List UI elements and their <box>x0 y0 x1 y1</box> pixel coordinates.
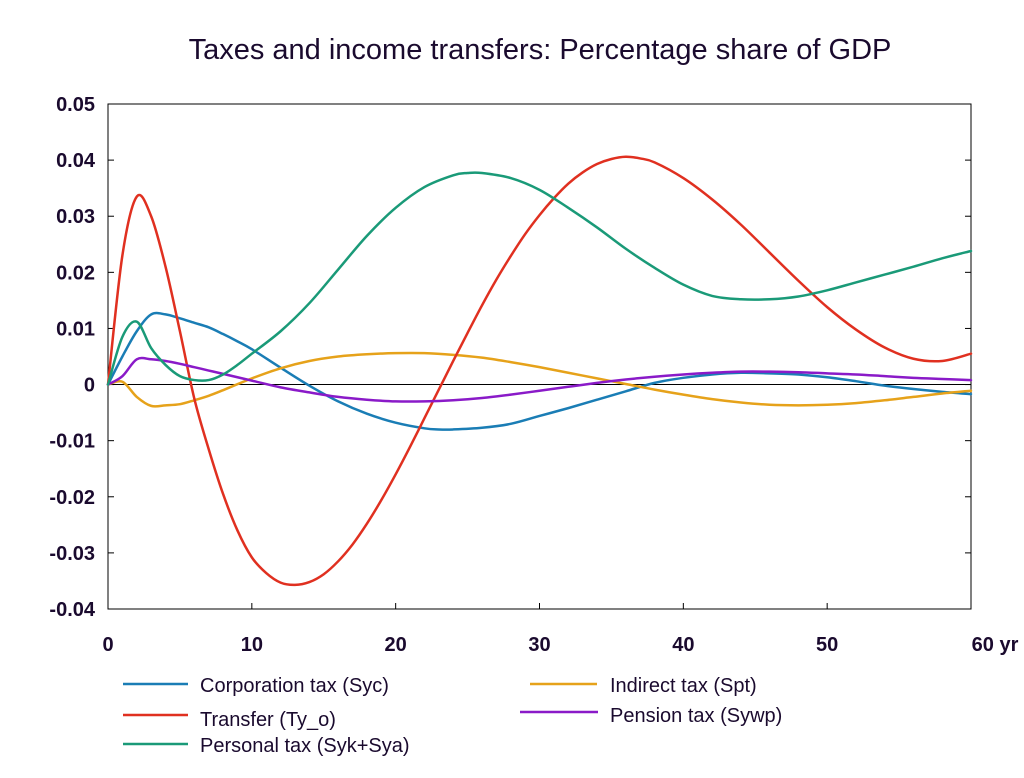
y-tick-label: -0.04 <box>49 599 95 621</box>
y-tick-label: -0.02 <box>49 487 95 509</box>
y-tick-label: -0.03 <box>49 543 95 565</box>
x-tick-label: 50 <box>816 634 838 656</box>
x-tick-label: 0 <box>102 634 113 656</box>
legend-label: Pension tax (Sywp) <box>610 705 782 727</box>
x-tick-label: 40 <box>672 634 694 656</box>
y-tick-label: 0.03 <box>56 206 95 228</box>
series-line-indirect-tax-spt <box>106 351 973 408</box>
x-tick-label: 30 <box>528 634 550 656</box>
series-line-personal-tax-syk-sya <box>106 171 973 386</box>
legend-label: Corporation tax (Syc) <box>200 675 389 697</box>
series-line-pension-tax-sywp <box>106 356 973 403</box>
x-tick-label: 60 yr <box>972 634 1019 656</box>
y-tick-label: 0.04 <box>56 150 96 172</box>
legend-label: Personal tax (Syk+Sya) <box>200 735 410 757</box>
x-tick-label: 20 <box>385 634 407 656</box>
series-layer <box>106 155 973 587</box>
series-line-corporation-tax-syc <box>106 311 973 431</box>
legend-label: Indirect tax (Spt) <box>610 675 757 697</box>
legend: Corporation tax (Syc) Indirect tax (Spt) T… <box>123 675 782 757</box>
y-tick-label: 0.01 <box>56 318 95 340</box>
chart-title: Taxes and income transfers: Percentage s… <box>188 34 892 66</box>
y-tick-label: 0.05 <box>56 94 95 116</box>
y-tick-label: 0 <box>84 375 95 397</box>
legend-label: Transfer (Ty_o) <box>200 709 336 731</box>
x-tick-label: 10 <box>241 634 263 656</box>
y-tick-label: -0.01 <box>49 431 95 453</box>
series-line-transfer-ty-o <box>106 155 973 587</box>
y-tick-label: 0.02 <box>56 262 95 284</box>
axes: -0.04 -0.03 -0.02 -0.01 0 0.01 0.02 0.03 0.04 0.0… <box>49 94 1018 656</box>
